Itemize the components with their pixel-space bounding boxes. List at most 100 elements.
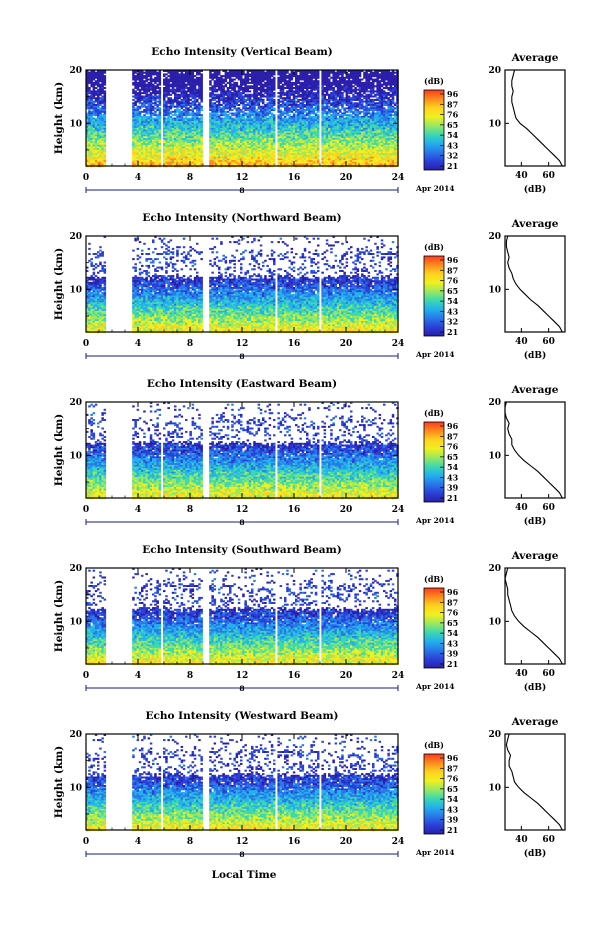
y-axis-label: Height (km) [53,746,65,818]
x-tick-label: 4 [135,339,141,349]
x-tick-label: 0 [83,671,89,681]
profile-frame [505,236,565,332]
date-label: Apr 2014 [415,848,455,857]
colorbar-tick-label: 43 [447,140,459,150]
y-tick-label: 10 [69,119,82,129]
colorbar [424,588,444,668]
colorbar-tick-label: 65 [447,286,458,296]
y-tick-label: 20 [69,398,82,408]
x-tick-label: 0 [83,505,89,515]
date-label: Apr 2014 [415,682,455,691]
day-label: 8 [239,850,244,859]
colorbar-tick-label: 96 [447,587,459,597]
profile-y-tick-label: 10 [488,285,501,295]
x-tick-label: 8 [187,671,193,681]
y-tick-label: 20 [69,66,82,76]
profile-x-tick-label: 60 [542,337,555,347]
colorbar-tick-label: 87 [447,597,458,607]
colorbar-tick-label: 54 [447,130,459,140]
colorbar-tick-label: 96 [447,255,459,265]
colorbar-tick-label: 43 [447,638,459,648]
x-tick-label: 16 [288,505,301,515]
y-tick-label: 10 [69,617,82,627]
heatmap-cells [86,402,399,499]
x-tick-label: 24 [392,505,405,515]
y-tick-label: 20 [69,730,82,740]
profile-x-tick-label: 40 [515,503,528,513]
colorbar [424,422,444,502]
x-tick-label: 12 [236,339,249,349]
profile-x-tick-label: 40 [515,337,528,347]
x-tick-label: 16 [288,173,301,183]
profile-x-tick-label: 60 [542,835,555,845]
panel-title: Echo Intensity (Westward Beam) [145,710,338,722]
x-tick-label: 12 [236,173,249,183]
x-tick-label: 12 [236,505,249,515]
x-tick-label: 0 [83,173,89,183]
day-label: 8 [239,518,244,527]
y-tick-label: 10 [69,451,82,461]
profile-y-tick-label: 10 [488,783,501,793]
x-tick-label: 24 [392,837,405,847]
profile-x-tick-label: 40 [515,171,528,181]
profile-line [512,70,563,166]
x-tick-label: 24 [392,339,405,349]
profile-x-tick-label: 60 [542,171,555,181]
heatmap-cells [86,568,399,665]
profile-line [505,402,562,498]
colorbar-tick-label: 32 [447,317,458,327]
panel-title: Echo Intensity (Eastward Beam) [147,378,337,390]
profile-y-tick-label: 10 [488,617,501,627]
colorbar-tick-label: 54 [447,628,459,638]
x-tick-label: 12 [236,837,249,847]
colorbar-tick-label: 21 [447,659,458,669]
colorbar-tick-label: 76 [447,276,459,286]
y-axis-label: Height (km) [53,580,65,652]
profile-line [505,568,562,664]
colorbar-tick-label: 54 [447,462,459,472]
colorbar-tick-label: 76 [447,442,459,452]
panel-title: Echo Intensity (Southward Beam) [142,544,341,556]
colorbar-tick-label: 43 [447,804,459,814]
x-tick-label: 0 [83,339,89,349]
x-tick-label: 20 [340,173,353,183]
profile-line [506,236,562,332]
colorbar-tick-label: 21 [447,825,458,835]
colorbar-tick-label: 65 [447,618,458,628]
colorbar-tick-label: 87 [447,99,458,109]
profile-y-tick-label: 20 [488,564,501,574]
colorbar-unit: (dB) [424,740,444,750]
colorbar-tick-label: 54 [447,296,459,306]
x-tick-label: 16 [288,339,301,349]
day-label: 8 [239,684,244,693]
y-axis-label: Height (km) [53,82,65,154]
day-label: 8 [239,352,244,361]
colorbar-tick-label: 43 [447,306,459,316]
colorbar-tick-label: 87 [447,265,458,275]
x-tick-label: 0 [83,837,89,847]
x-tick-label: 24 [392,671,405,681]
panel-title: Echo Intensity (Vertical Beam) [151,46,332,58]
colorbar-tick-label: 39 [447,649,459,659]
profile-x-label: (dB) [524,848,546,859]
profile-x-label: (dB) [524,516,546,527]
profile-title: Average [511,384,559,396]
x-tick-label: 12 [236,671,249,681]
x-tick-label: 8 [187,173,193,183]
profile-title: Average [511,550,559,562]
profile-y-tick-label: 20 [488,232,501,242]
profile-title: Average [511,52,559,64]
colorbar [424,90,444,170]
x-tick-label: 20 [340,671,353,681]
y-tick-label: 20 [69,232,82,242]
y-axis-label: Height (km) [53,248,65,320]
date-label: Apr 2014 [415,184,455,193]
colorbar-tick-label: 21 [447,493,458,503]
panel-title: Echo Intensity (Northward Beam) [142,212,341,224]
colorbar-tick-label: 96 [447,753,459,763]
colorbar-tick-label: 65 [447,784,458,794]
